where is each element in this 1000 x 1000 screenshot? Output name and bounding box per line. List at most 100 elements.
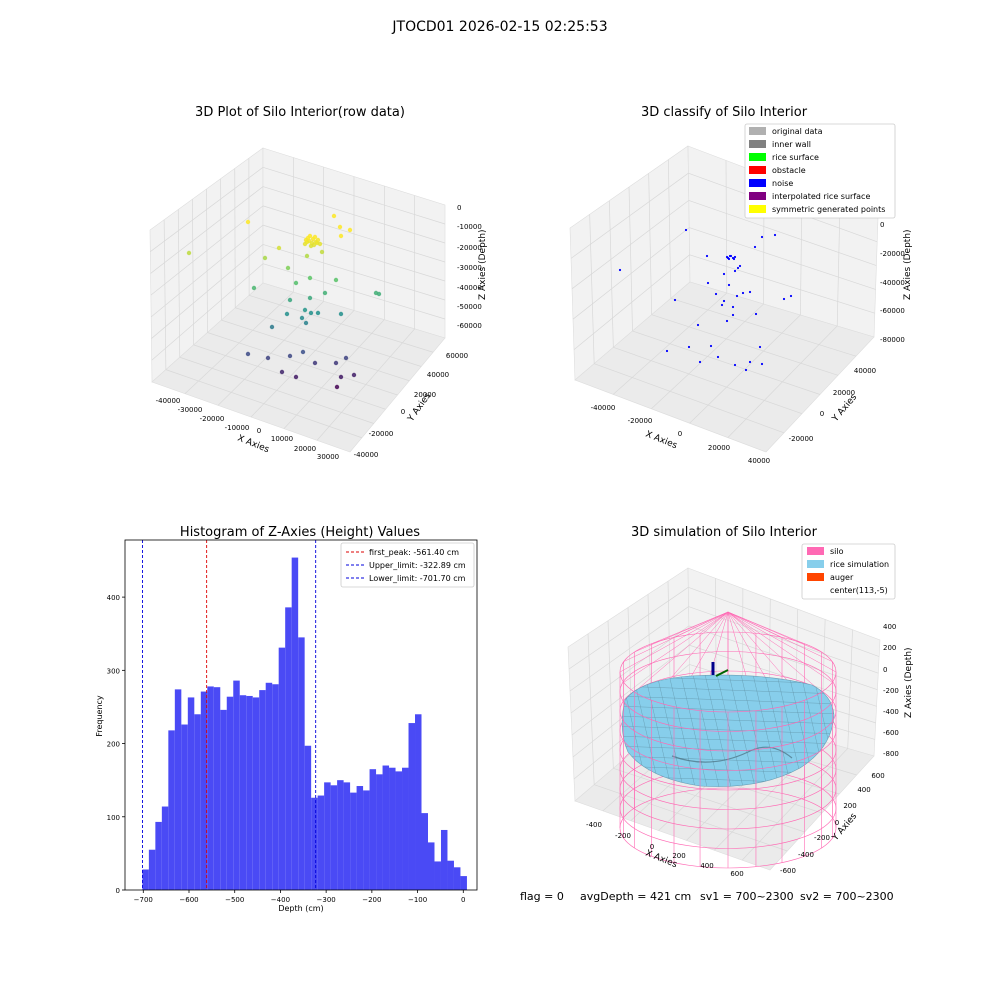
classify-legend: original data inner wall rice surface obsta…	[744, 123, 896, 219]
grid-line	[262, 166, 446, 225]
legend-swatch	[749, 166, 766, 174]
histogram-bar	[363, 790, 370, 890]
z-tick-label: -40000	[457, 284, 482, 292]
data-point	[245, 351, 251, 357]
data-point	[285, 265, 291, 271]
data-point	[245, 219, 251, 225]
classify-x-axis-label: X Axies	[644, 430, 679, 452]
histogram-bar	[265, 682, 273, 890]
raw-z-axis-label: Z Axies (Depth)	[478, 229, 488, 300]
histogram-bar	[389, 767, 396, 890]
grid-line	[220, 178, 222, 321]
noise-point	[687, 345, 691, 349]
y-tick-label: 400	[857, 786, 870, 794]
x-tick-label: -30000	[178, 406, 203, 414]
legend-swatch	[807, 573, 824, 581]
histogram-bar	[369, 769, 377, 890]
figure-suptitle: JTOCD01 2026-02-15 02:25:53	[391, 19, 607, 35]
mesh-line	[622, 695, 834, 705]
noise-point	[705, 254, 709, 258]
legend-swatch	[749, 140, 766, 148]
mesh-line	[715, 675, 747, 787]
x-tick-label: 0	[257, 427, 261, 435]
panel-classify: 3D classify of Silo Interior -40000 -2000…	[569, 105, 913, 465]
legend-label: rice simulation	[830, 560, 889, 569]
rice-valley-shadow	[671, 746, 793, 763]
grid-line	[262, 205, 446, 263]
noise-point	[760, 235, 764, 239]
data-point	[304, 253, 310, 259]
y-tick-label: 100	[107, 814, 120, 822]
silo-wireframe-front	[619, 671, 837, 869]
histogram-bar	[343, 782, 351, 890]
z-tick-label: -30000	[457, 264, 482, 272]
data-point	[333, 360, 339, 366]
x-tick-label: -10000	[225, 424, 250, 432]
legend-label: first_peak: -561.40 cm	[369, 548, 459, 557]
histogram-bar	[298, 637, 305, 890]
histogram-bar	[148, 849, 156, 890]
x-tick-label: −600	[179, 896, 198, 904]
noise-point	[714, 292, 718, 296]
legend-swatch	[749, 192, 766, 200]
z-tick-label: -20000	[880, 250, 905, 258]
noise-point	[706, 281, 710, 285]
grid-line	[573, 254, 690, 350]
grid-line	[688, 586, 880, 657]
histogram-bar	[226, 696, 234, 890]
grid-line	[613, 347, 803, 414]
noise-point	[673, 298, 677, 302]
grid-line	[217, 301, 324, 406]
grid-line	[651, 314, 839, 376]
noise-point	[731, 305, 735, 309]
data-point	[376, 291, 382, 297]
data-point	[303, 237, 309, 243]
data-point	[319, 249, 325, 255]
y-tick-label: 0	[401, 408, 405, 416]
y-tick-label: -20000	[369, 430, 394, 438]
mesh-line	[622, 735, 834, 745]
noise-point	[722, 272, 726, 276]
x-tick-label: -20000	[628, 417, 653, 425]
histogram-bar	[155, 821, 162, 890]
histogram-bar	[440, 829, 448, 890]
grid-line	[670, 297, 857, 357]
noise-point	[758, 345, 762, 349]
data-point	[279, 369, 285, 375]
noise-point	[665, 349, 669, 353]
simulation-z-axis-label: Z Axies (Depth)	[904, 647, 914, 718]
noise-point	[760, 362, 764, 366]
panel-raw-title: 3D Plot of Silo Interior(row data)	[195, 105, 405, 120]
grid-line	[571, 200, 690, 290]
mesh-line	[622, 745, 834, 755]
z-tick-label: -20000	[457, 244, 482, 252]
noise-point	[789, 294, 793, 298]
data-point	[334, 384, 340, 390]
y-tick-label: -400	[798, 851, 814, 859]
histogram-bar	[453, 867, 461, 890]
grid-line	[163, 219, 167, 370]
grid-line	[150, 186, 264, 274]
data-point	[284, 311, 290, 317]
noise-point	[684, 228, 688, 232]
x-tick-label: −700	[134, 896, 153, 904]
noise-point	[773, 233, 777, 237]
histogram-bar	[246, 695, 253, 890]
x-tick-label: -20000	[200, 415, 225, 423]
data-point	[300, 349, 306, 355]
x-tick-label: 0	[650, 843, 654, 851]
simulation-title: 3D simulation of Silo Interior	[631, 525, 818, 540]
legend-label: symmetric generated points	[772, 205, 885, 214]
noise-point	[618, 268, 622, 272]
x-tick-label: 0	[461, 896, 465, 904]
grid-line	[150, 224, 264, 318]
histogram-bar	[350, 792, 357, 890]
auger-marker	[711, 662, 729, 677]
classify-noise-points	[618, 228, 793, 372]
silo-roof-line	[623, 611, 729, 683]
data-point	[303, 320, 309, 326]
histogram-bar	[304, 745, 312, 890]
histogram-bar	[207, 686, 214, 890]
x-tick-label: 10000	[271, 435, 293, 443]
grid-line	[725, 160, 728, 294]
